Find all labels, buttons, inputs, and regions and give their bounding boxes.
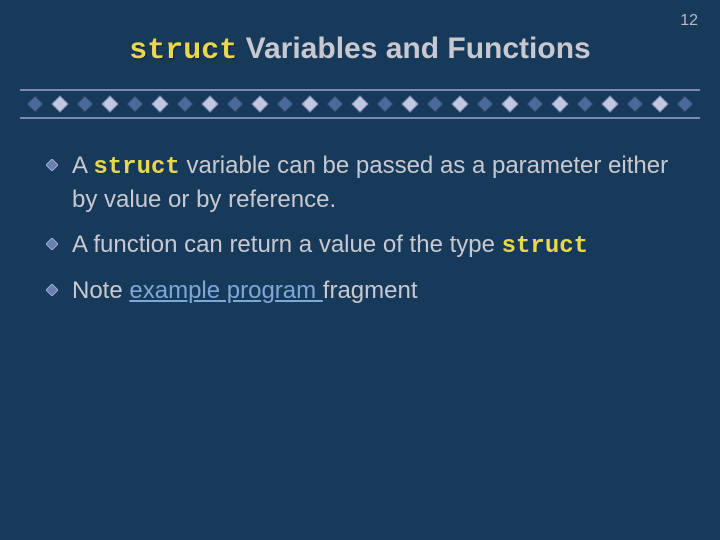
divider-diamond-icon	[526, 95, 544, 113]
diamond-row	[20, 94, 700, 114]
divider-line-bottom	[20, 117, 700, 119]
divider-diamond-icon	[576, 95, 594, 113]
divider-diamond-icon	[626, 95, 644, 113]
divider-diamond-icon	[351, 95, 369, 113]
divider-diamond-icon	[476, 95, 494, 113]
diamond-bullet-icon	[46, 284, 58, 296]
bullet-pre: A function can return a value of the typ…	[72, 231, 502, 258]
divider-diamond-icon	[226, 95, 244, 113]
divider-diamond-icon	[51, 95, 69, 113]
diamond-bullet-icon	[46, 238, 58, 250]
bullet-item: A struct variable can be passed as a par…	[46, 150, 674, 217]
bullet-text: Note example program fragment	[72, 275, 674, 307]
bullet-item: A function can return a value of the typ…	[46, 229, 674, 263]
divider-diamond-icon	[301, 95, 319, 113]
divider-diamond-icon	[76, 95, 94, 113]
title-code-keyword: struct	[129, 34, 237, 68]
divider-line-top	[20, 89, 700, 91]
divider-diamond-icon	[151, 95, 169, 113]
divider-diamond-icon	[501, 95, 519, 113]
content-area: A struct variable can be passed as a par…	[0, 122, 720, 308]
slide-title: struct Variables and Functions	[0, 0, 720, 86]
page-number: 12	[680, 12, 698, 30]
diamond-bullet-icon	[46, 159, 58, 171]
bullet-item: Note example program fragment	[46, 275, 674, 307]
divider-diamond-icon	[276, 95, 294, 113]
divider-diamond-icon	[376, 95, 394, 113]
divider-diamond-icon	[551, 95, 569, 113]
divider-diamond-icon	[326, 95, 344, 113]
divider-diamond-icon	[101, 95, 119, 113]
bullet-post: fragment	[323, 277, 418, 304]
divider-diamond-icon	[26, 95, 44, 113]
code-keyword: struct	[502, 233, 588, 260]
divider-diamond-icon	[201, 95, 219, 113]
example-program-link[interactable]: example program	[129, 277, 322, 304]
divider-diamond-icon	[251, 95, 269, 113]
code-keyword: struct	[93, 154, 179, 181]
divider-diamond-icon	[426, 95, 444, 113]
divider-diamond-icon	[451, 95, 469, 113]
slide-container: 12 struct Variables and Functions A stru…	[0, 0, 720, 540]
divider-diamond-icon	[126, 95, 144, 113]
divider-diamond-icon	[601, 95, 619, 113]
bullet-pre: Note	[72, 277, 129, 304]
divider-diamond-icon	[651, 95, 669, 113]
divider-diamond-icon	[176, 95, 194, 113]
bullet-pre: A	[72, 152, 93, 179]
divider-diamond-icon	[401, 95, 419, 113]
title-text: Variables and Functions	[237, 32, 590, 65]
decorative-divider	[0, 89, 720, 119]
bullet-text: A function can return a value of the typ…	[72, 229, 674, 263]
bullet-text: A struct variable can be passed as a par…	[72, 150, 674, 217]
divider-diamond-icon	[676, 95, 694, 113]
